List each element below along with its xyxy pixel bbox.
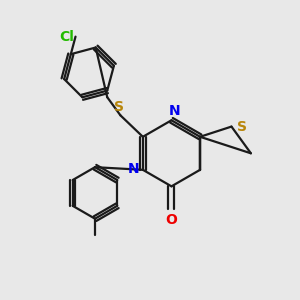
Text: S: S (114, 100, 124, 114)
Text: N: N (128, 162, 140, 176)
Text: N: N (169, 103, 181, 118)
Text: S: S (237, 120, 248, 134)
Text: O: O (166, 213, 177, 227)
Text: Cl: Cl (59, 30, 74, 44)
